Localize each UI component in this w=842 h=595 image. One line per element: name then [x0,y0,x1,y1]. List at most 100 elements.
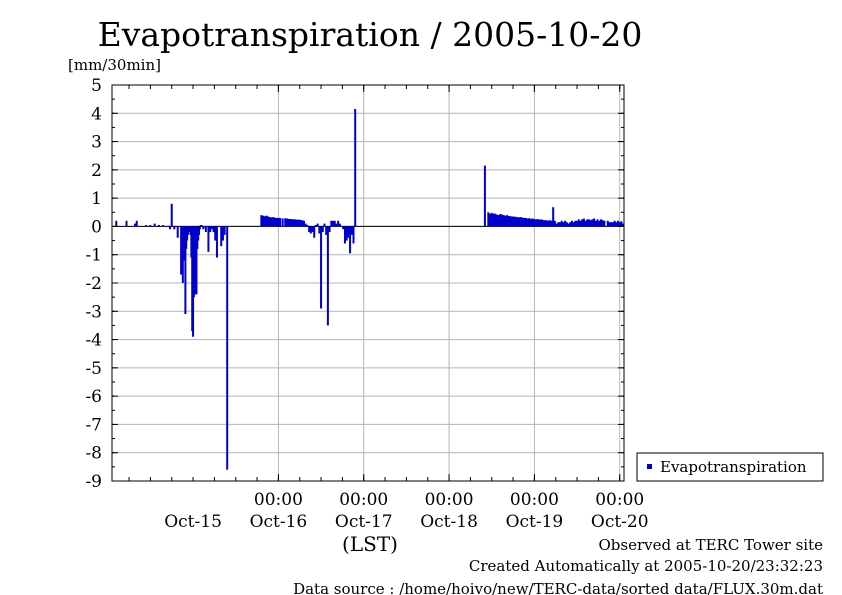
legend-swatch [647,464,652,469]
y-tick-label: -2 [85,274,102,294]
bar [125,220,128,227]
bar [584,220,587,227]
bar [560,220,563,227]
bar [516,217,519,227]
x-date-label: Oct-16 [250,512,308,532]
y-tick-labels: 5 4 3 2 1 0 -1 -2 -3 -4 -5 -6 -7 -8 -9 [85,76,102,492]
bar [153,223,156,227]
bar [506,215,509,227]
y-tick-label: -9 [85,472,102,492]
bar [574,220,577,227]
y-tick-label: 4 [91,104,102,124]
bar [135,220,138,227]
bar [615,222,618,227]
bar [287,218,290,227]
bar [328,226,331,233]
bar [608,222,611,227]
x-date-label: Oct-15 [164,512,222,532]
created-note: Created Automatically at 2005-10-20/23:3… [469,557,823,575]
bar [495,214,498,227]
bar [569,222,572,227]
bar [596,219,599,227]
bar [576,220,579,227]
bar [570,220,573,227]
bar [553,220,556,227]
bar [176,226,179,238]
bar [115,220,118,227]
bar [292,219,295,227]
bar [314,225,317,227]
bar [550,220,553,227]
bar [535,219,538,227]
bar [533,219,536,227]
bar [582,218,585,227]
bar [320,226,323,309]
bar [207,226,210,252]
bar [212,226,215,233]
bar [599,219,602,227]
legend-label: Evapotranspiration [660,458,807,476]
bar [338,223,341,227]
bar [541,219,544,227]
bar [492,213,495,227]
bar [296,219,299,227]
bar [209,226,212,233]
bar [622,223,625,227]
bar [273,217,276,227]
bar [509,216,512,227]
bar [170,203,173,227]
bar [306,225,309,227]
bar [342,226,345,230]
bar [345,226,348,241]
bar [195,226,198,295]
bar [512,216,515,227]
x-time-label: 00:00 [425,490,474,510]
bar [297,219,300,227]
data-source-note: Data source : /home/hoivo/new/TERC-data/… [293,580,823,595]
y-tick-label: 2 [91,161,102,181]
bar [548,220,551,227]
bar [316,223,319,227]
bar [500,214,503,227]
bar [519,217,522,227]
x-time-label: 00:00 [254,490,303,510]
x-time-label: 00:00 [510,490,559,510]
bar [330,220,333,227]
y-tick-label: 0 [91,217,102,237]
bar [610,222,613,227]
bar [529,218,532,227]
bar [499,213,502,227]
bar [134,223,137,227]
bar [611,222,614,227]
bar [559,222,561,227]
bar [332,220,335,227]
bar [294,219,297,227]
bar [149,225,152,227]
bar [291,219,294,227]
bar [223,226,226,235]
bar [180,226,183,275]
bar [562,222,565,227]
bar [531,218,534,227]
x-axis-label: (LST) [342,532,398,556]
y-tick-label: -3 [85,302,102,322]
bar [540,219,543,227]
bar [260,215,263,227]
x-date-label: Oct-20 [591,512,649,532]
bar [285,218,288,227]
bar [326,226,329,326]
bar [309,226,312,234]
bar [518,217,521,227]
bar [523,217,526,227]
x-date-label: Oct-19 [506,512,564,532]
bar [145,225,148,227]
bar [215,226,218,258]
bar [268,217,271,227]
bar [581,219,584,227]
bar [572,222,575,227]
bar [502,215,505,227]
bar [299,219,302,227]
bar [333,220,336,227]
x-date-label: Oct-18 [420,512,478,532]
